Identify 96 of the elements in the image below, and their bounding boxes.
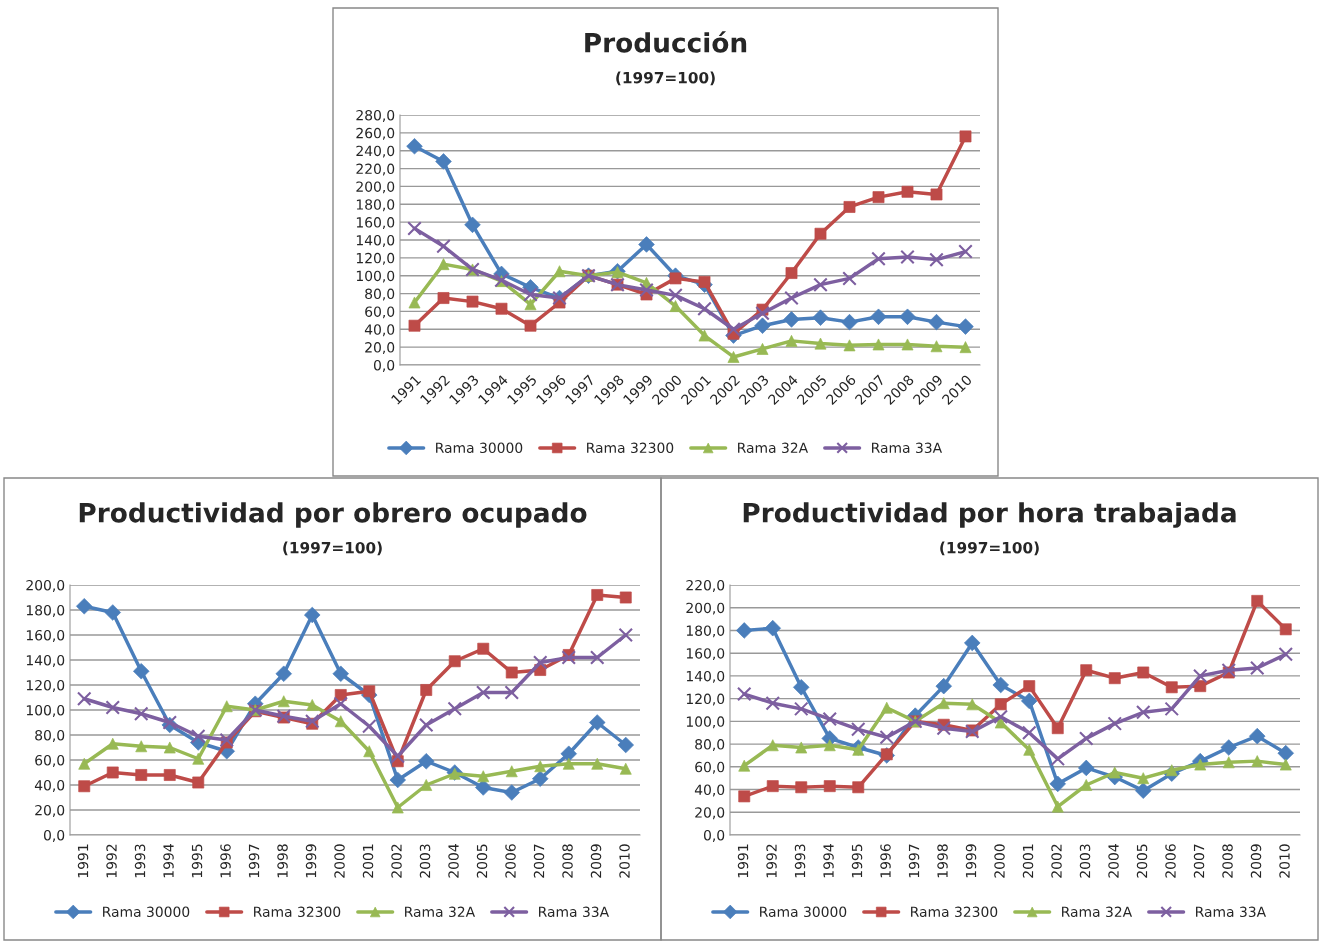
x-tick-label: 2007	[1193, 844, 1205, 878]
x-tick-label: 1994	[163, 844, 174, 878]
y-tick-label: 20,0	[365, 342, 395, 355]
y-tick-label: 80,0	[695, 739, 725, 751]
chart-subtitle: (1997=100)	[616, 71, 715, 86]
x-tick-label: 2004	[448, 844, 459, 878]
legend-label: Rama 32300	[254, 906, 341, 918]
x-tick-label: 1992	[106, 844, 117, 878]
y-tick-label: 60,0	[35, 754, 65, 767]
x-tick-label: 1996	[880, 844, 891, 878]
y-tick-label: 0,0	[43, 829, 65, 842]
x-tick-label: 1991	[77, 844, 89, 878]
x-tick-label: 2006	[1165, 844, 1176, 878]
x-tick-label: 2008	[562, 844, 573, 878]
y-tick-label: 220,0	[686, 579, 725, 592]
x-tick-label: 2002	[1051, 844, 1062, 878]
y-tick-label: 180,0	[686, 625, 725, 638]
x-tick-label: 2010	[619, 844, 630, 878]
y-tick-label: 100,0	[686, 716, 725, 729]
y-tick-label: 140,0	[356, 234, 395, 247]
x-tick-label: 1994	[823, 844, 834, 878]
y-tick-label: 220,0	[356, 163, 395, 176]
y-tick-label: 120,0	[356, 252, 395, 265]
legend-label: Rama 32A	[1062, 906, 1133, 918]
x-tick-label: 1995	[191, 844, 203, 878]
x-tick-label: 2010	[1279, 844, 1290, 878]
x-tick-label: 1993	[134, 844, 146, 878]
chart-subtitle: (1997=100)	[283, 541, 382, 556]
y-tick-label: 80,0	[35, 729, 65, 742]
x-tick-label: 2000	[334, 844, 345, 878]
legend-label: Rama 30000	[760, 906, 847, 918]
y-tick-label: 80,0	[365, 288, 395, 301]
x-tick-label: 1991	[737, 844, 749, 878]
legend-label: Rama 33A	[1196, 906, 1267, 918]
y-tick-label: 40,0	[694, 784, 725, 797]
x-tick-label: 1998	[937, 844, 948, 878]
x-tick-label: 2001	[1022, 844, 1034, 878]
y-tick-label: 240,0	[356, 145, 395, 158]
legend-label: Rama 32A	[738, 442, 809, 454]
x-tick-label: 1997	[248, 844, 260, 878]
y-tick-label: 280,0	[356, 109, 395, 122]
chart-title: Productividad por obrero ocupado	[79, 502, 587, 528]
x-tick-label: 2004	[1108, 844, 1119, 878]
y-tick-label: 60,0	[695, 761, 725, 774]
y-tick-label: 0,0	[703, 829, 725, 842]
y-tick-label: 200,0	[356, 181, 395, 194]
legend-label: Rama 32300	[911, 906, 998, 918]
y-tick-label: 200,0	[26, 579, 65, 592]
y-tick-label: 140,0	[686, 670, 725, 683]
y-tick-label: 20,0	[695, 807, 725, 820]
y-tick-label: 160,0	[686, 648, 725, 661]
y-tick-label: 0,0	[373, 359, 395, 372]
y-tick-label: 180,0	[356, 199, 395, 212]
y-tick-label: 160,0	[356, 217, 395, 230]
legend-label: Rama 33A	[872, 442, 943, 454]
x-tick-label: 2003	[419, 844, 431, 878]
y-tick-label: 200,0	[686, 602, 725, 615]
x-tick-label: 2005	[1136, 844, 1148, 878]
y-tick-label: 140,0	[26, 654, 65, 667]
x-tick-label: 1996	[220, 844, 231, 878]
x-tick-label: 1998	[277, 844, 288, 878]
legend-label: Rama 30000	[436, 442, 523, 454]
chart-subtitle: (1997=100)	[940, 541, 1039, 556]
y-tick-label: 40,0	[34, 779, 65, 792]
x-tick-label: 1999	[305, 844, 317, 878]
chart-title: Productividad por hora trabajada	[743, 502, 1236, 528]
y-tick-label: 20,0	[35, 804, 65, 817]
x-tick-label: 2003	[1079, 844, 1091, 878]
x-tick-label: 1992	[766, 844, 777, 878]
legend-label: Rama 33A	[539, 906, 610, 918]
x-tick-label: 1995	[851, 844, 863, 878]
x-tick-label: 2002	[391, 844, 402, 878]
legend-label: Rama 32A	[405, 906, 476, 918]
y-tick-label: 100,0	[356, 270, 395, 283]
x-tick-label: 2000	[994, 844, 1005, 878]
x-tick-label: 2006	[505, 844, 516, 878]
chart-title: Producción	[585, 31, 747, 53]
y-tick-label: 100,0	[26, 704, 65, 717]
x-tick-label: 1999	[965, 844, 977, 878]
y-tick-label: 60,0	[365, 306, 395, 319]
x-tick-label: 1997	[908, 844, 920, 878]
legend-label: Rama 32300	[587, 442, 674, 454]
x-tick-label: 2008	[1222, 844, 1233, 878]
y-tick-label: 160,0	[26, 629, 65, 642]
y-tick-label: 40,0	[364, 324, 395, 337]
x-tick-label: 2009	[590, 844, 602, 878]
y-tick-label: 180,0	[26, 604, 65, 617]
y-tick-label: 120,0	[26, 679, 65, 692]
legend-label: Rama 30000	[103, 906, 190, 918]
y-tick-label: 260,0	[356, 127, 395, 140]
x-tick-label: 2007	[533, 844, 545, 878]
x-tick-label: 2001	[362, 844, 374, 878]
x-tick-label: 1993	[794, 844, 806, 878]
x-tick-label: 2009	[1250, 844, 1262, 878]
x-tick-label: 2005	[476, 844, 488, 878]
y-tick-label: 120,0	[686, 693, 725, 706]
